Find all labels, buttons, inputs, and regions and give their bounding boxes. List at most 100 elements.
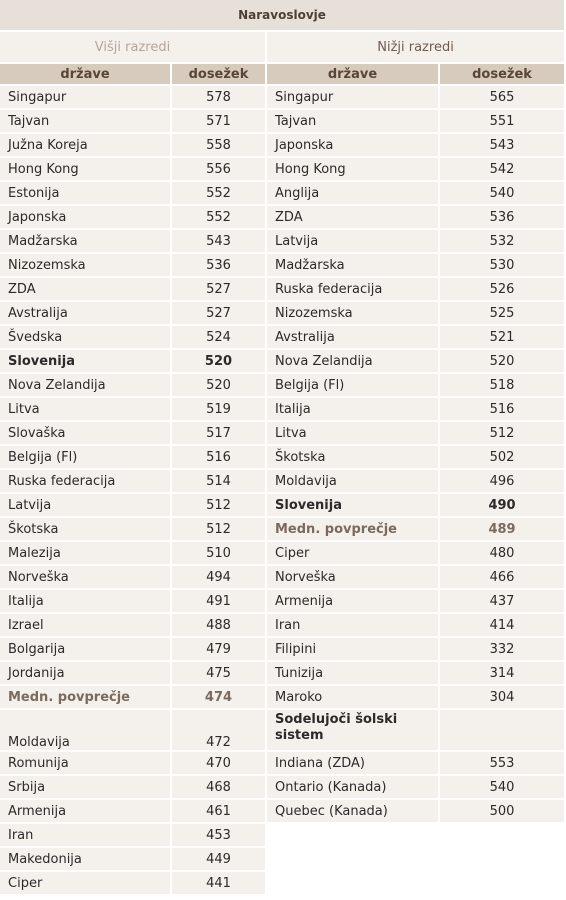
score: 470 — [172, 752, 267, 776]
score: 490 — [440, 494, 566, 518]
score: 474 — [172, 686, 267, 710]
score: 502 — [440, 446, 566, 470]
country: Armenija — [0, 800, 172, 824]
data-row: Estonija 552 Anglija 540 — [0, 182, 566, 206]
score: 558 — [172, 134, 267, 158]
title-row: Naravoslovje — [0, 0, 566, 32]
score: 494 — [172, 566, 267, 590]
score: 530 — [440, 254, 566, 278]
data-row: Armenija 461 Quebec (Kanada) 500 — [0, 800, 566, 824]
country: Makedonija — [0, 848, 172, 872]
country: Belgija (Fl) — [0, 446, 172, 470]
score: 517 — [172, 422, 267, 446]
country: Izrael — [0, 614, 172, 638]
empty-cell — [267, 872, 440, 896]
data-row: Malezija 510 Ciper 480 — [0, 542, 566, 566]
section-heading: Nižji razredi — [267, 32, 566, 64]
column-header: države — [0, 64, 172, 86]
score: 496 — [440, 470, 566, 494]
score: 552 — [172, 182, 267, 206]
column-header: države — [267, 64, 440, 86]
country: Iran — [0, 824, 172, 848]
country: Litva — [267, 422, 440, 446]
score: 536 — [440, 206, 566, 230]
score: 489 — [440, 518, 566, 542]
country: Tunizija — [267, 662, 440, 686]
score: 520 — [172, 374, 267, 398]
score: 524 — [172, 326, 267, 350]
score: 491 — [172, 590, 267, 614]
score: 472 — [172, 710, 267, 752]
country: Japonska — [267, 134, 440, 158]
score: 536 — [172, 254, 267, 278]
country: Singapur — [267, 86, 440, 110]
score: 512 — [172, 518, 267, 542]
score: 526 — [440, 278, 566, 302]
country: Medn. povprečje — [0, 686, 172, 710]
country: Nova Zelandija — [0, 374, 172, 398]
country: Ciper — [267, 542, 440, 566]
country: Hong Kong — [0, 158, 172, 182]
country: Norveška — [267, 566, 440, 590]
country: Latvija — [267, 230, 440, 254]
country: Tajvan — [267, 110, 440, 134]
country: Avstralija — [267, 326, 440, 350]
data-row: ZDA 527 Ruska federacija 526 — [0, 278, 566, 302]
score: 332 — [440, 638, 566, 662]
country: Ruska federacija — [0, 470, 172, 494]
score: 479 — [172, 638, 267, 662]
country: Armenija — [267, 590, 440, 614]
country: Moldavija — [267, 470, 440, 494]
data-row: Makedonija 449 — [0, 848, 566, 872]
score: 525 — [440, 302, 566, 326]
data-row: Švedska 524 Avstralija 521 — [0, 326, 566, 350]
data-row: Jordanija 475 Tunizija 314 — [0, 662, 566, 686]
empty-cell — [440, 872, 566, 896]
empty-cell — [267, 848, 440, 872]
country: Madžarska — [0, 230, 172, 254]
data-row: Avstralija 527 Nizozemska 525 — [0, 302, 566, 326]
score: 475 — [172, 662, 267, 686]
score: 520 — [172, 350, 267, 374]
data-row: Tajvan 571 Tajvan 551 — [0, 110, 566, 134]
country: Belgija (Fl) — [267, 374, 440, 398]
empty-cell — [267, 824, 440, 848]
header-row: države dosežek države dosežek — [0, 64, 566, 86]
score: 520 — [440, 350, 566, 374]
data-row: Nizozemska 536 Madžarska 530 — [0, 254, 566, 278]
country: Singapur — [0, 86, 172, 110]
country: Nizozemska — [267, 302, 440, 326]
country: Škotska — [267, 446, 440, 470]
country: Slovaška — [0, 422, 172, 446]
score: 488 — [172, 614, 267, 638]
score: 314 — [440, 662, 566, 686]
score: 556 — [172, 158, 267, 182]
score: 512 — [440, 422, 566, 446]
score: 578 — [172, 86, 267, 110]
country: Švedska — [0, 326, 172, 350]
country: Slovenija — [267, 494, 440, 518]
school-system: Indiana (ZDA) — [267, 752, 440, 776]
country: ZDA — [0, 278, 172, 302]
country: Romunija — [0, 752, 172, 776]
country: Tajvan — [0, 110, 172, 134]
country: Moldavija — [0, 710, 172, 752]
data-row: Norveška 494 Norveška 466 — [0, 566, 566, 590]
score: 552 — [172, 206, 267, 230]
country: Italija — [267, 398, 440, 422]
score: 553 — [440, 752, 566, 776]
score: 514 — [172, 470, 267, 494]
data-row: Singapur 578 Singapur 565 — [0, 86, 566, 110]
country: Slovenija — [0, 350, 172, 374]
data-row: Belgija (Fl) 516 Škotska 502 — [0, 446, 566, 470]
score: 466 — [440, 566, 566, 590]
country: Nizozemska — [0, 254, 172, 278]
country: Iran — [267, 614, 440, 638]
score: 461 — [172, 800, 267, 824]
country: ZDA — [267, 206, 440, 230]
section-heading: Višji razredi — [0, 32, 267, 64]
data-row: Japonska 552 ZDA 536 — [0, 206, 566, 230]
country: Maroko — [267, 686, 440, 710]
country: Južna Koreja — [0, 134, 172, 158]
data-row: Litva 519 Italija 516 — [0, 398, 566, 422]
